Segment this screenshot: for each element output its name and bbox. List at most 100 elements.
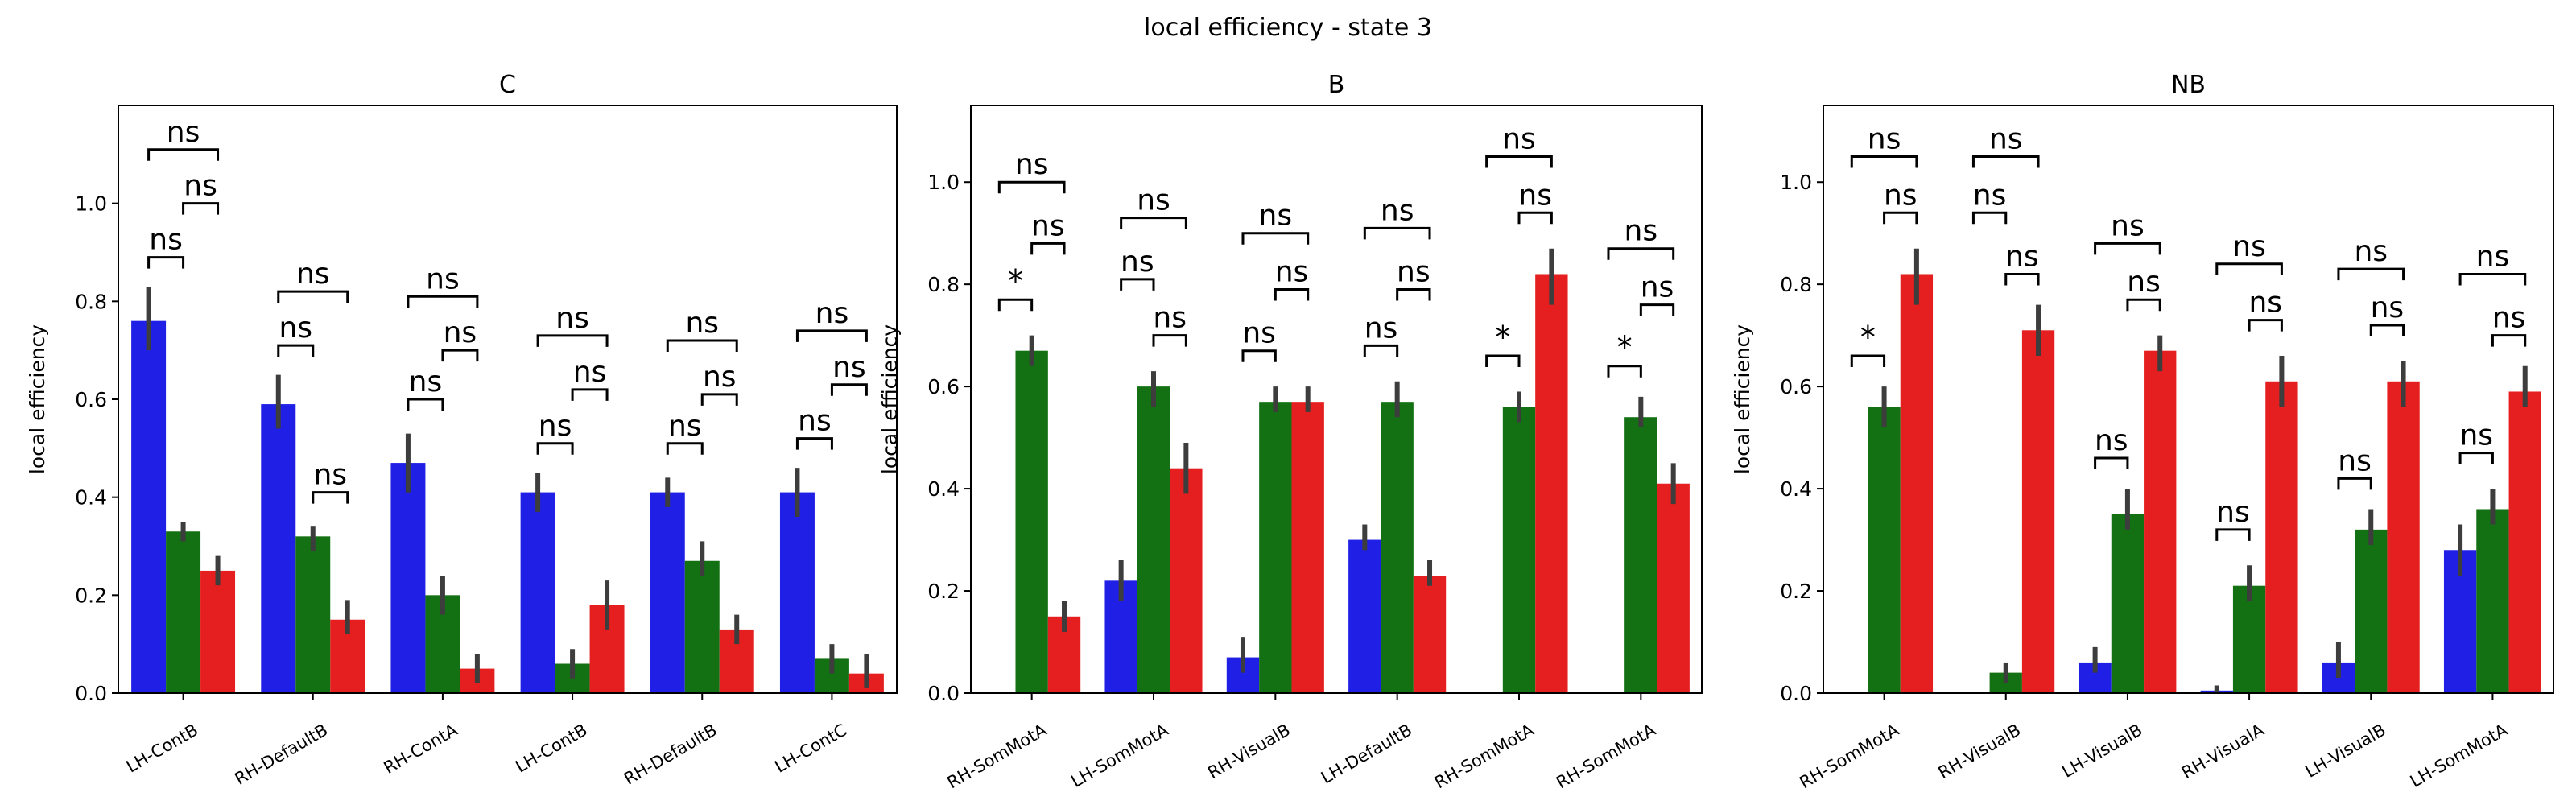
significance-bracket — [147, 148, 220, 161]
significance-label: ns — [832, 351, 866, 384]
axes-frame — [970, 105, 1703, 694]
significance-bracket — [795, 437, 833, 450]
significance-bracket — [2126, 298, 2161, 312]
significance-bracket — [1274, 288, 1310, 301]
significance-bracket — [2369, 324, 2405, 336]
bar — [1291, 402, 1324, 693]
bar — [2144, 350, 2177, 693]
significance-label: ns — [1275, 256, 1309, 289]
bar — [1348, 539, 1381, 693]
significance-label: ns — [313, 459, 347, 492]
significance-label: ns — [1381, 194, 1414, 227]
x-tick-label: RH-VisualB — [1935, 720, 2025, 783]
x-tick-label: LH-VisualB — [2302, 720, 2389, 782]
significance-bracket — [571, 388, 609, 401]
significance-label: ns — [685, 307, 719, 340]
significance-label: ns — [1121, 246, 1154, 279]
significance-bracket — [536, 442, 574, 455]
x-tick-label: LH-SomMotA — [1067, 720, 1172, 791]
significance-label: ns — [409, 365, 443, 398]
significance-bracket — [312, 491, 349, 504]
significance-label: ns — [1397, 256, 1430, 289]
significance-label: ns — [1364, 312, 1398, 345]
significance-label: ns — [1973, 179, 2007, 212]
x-tick-label: RH-SomMotA — [1431, 720, 1538, 792]
significance-bracket — [2491, 334, 2527, 347]
bar — [1259, 402, 1292, 693]
chart-panel-b: 0.00.20.40.60.81.0RH-SomMotA LH-SomMotA RH… — [878, 71, 1703, 792]
x-tick-label: LH-SomMotA — [2407, 720, 2512, 791]
significance-bracket — [666, 442, 704, 455]
significance-bracket — [2004, 272, 2040, 286]
significance-bracket — [2094, 456, 2129, 469]
chart-panel-nb: 0.0 0.2 0.4 0.6 0.8 1.0 RH-SomMotA RH-VisualB LH… — [1731, 71, 2554, 792]
bar — [2111, 514, 2145, 693]
y-tick-label: 1.0 — [75, 192, 107, 216]
y-axis-label: local efficiency — [878, 324, 902, 474]
y-tick-label: 0.0 — [927, 682, 960, 705]
x-tick-label: RH-DefaultB — [231, 720, 331, 789]
significance-bracket — [277, 344, 315, 357]
x-tick-label: LH-ContB — [512, 720, 590, 777]
significance-bracket — [147, 256, 185, 269]
significance-bracket — [407, 398, 444, 411]
bar — [131, 320, 167, 693]
bar — [1502, 407, 1536, 693]
significance-label: ns — [2354, 235, 2388, 268]
x-tick-label: RH-DefaultB — [621, 720, 720, 789]
chart-panel-c: 0.0 0.2 0.4 0.6 0.8 1.0 LH-ContB RH-DefaultB RH-… — [26, 71, 898, 789]
y-tick-label: 0.6 — [1780, 375, 1812, 398]
bar — [2476, 509, 2509, 693]
significance-label: ns — [2459, 419, 2493, 452]
bar — [1170, 468, 1203, 693]
significance-label: ns — [2476, 240, 2510, 273]
significance-bracket — [666, 339, 738, 352]
bar — [2021, 330, 2055, 693]
significance-bracket — [1639, 303, 1675, 316]
x-tick-label: RH-VisualB — [1204, 720, 1294, 783]
significance-bracket — [1152, 334, 1187, 347]
y-axis-label: local efficiency — [1731, 324, 1754, 474]
y-tick-label: 0.4 — [75, 486, 107, 510]
significance-bracket — [1971, 155, 2040, 168]
significance-label: ns — [815, 297, 849, 330]
significance-label: ns — [1259, 200, 1293, 233]
significance-bracket — [407, 295, 479, 308]
y-tick-label: 0.6 — [927, 375, 960, 398]
significance-bracket — [2215, 528, 2251, 541]
significance-bracket — [2094, 242, 2161, 255]
significance-bracket — [1363, 344, 1399, 357]
significance-bracket — [1971, 211, 2008, 225]
significance-label: ns — [1502, 122, 1536, 155]
significance-bracket — [1607, 365, 1642, 378]
significance-bracket — [1396, 288, 1431, 301]
x-tick-label: LH-VisualB — [2058, 720, 2145, 782]
significance-bracket — [1883, 211, 1918, 225]
significance-bracket — [1850, 155, 1918, 168]
y-tick-label: 1.0 — [927, 171, 960, 194]
significance-label: ns — [539, 410, 572, 443]
significance-label: ns — [1137, 184, 1170, 217]
significance-label: ns — [1989, 122, 2023, 155]
significance-bracket — [997, 298, 1034, 312]
bar — [2387, 381, 2420, 693]
axes-frame — [1823, 105, 2554, 694]
significance-label: ns — [1884, 179, 1918, 212]
significance-bracket — [1030, 242, 1066, 255]
significance-bracket — [2248, 319, 2283, 332]
significance-label: ns — [1518, 179, 1552, 212]
bar — [261, 404, 296, 693]
bar — [166, 531, 201, 693]
x-tick-label: LH-ContB — [123, 720, 201, 777]
significance-bracket — [1241, 349, 1277, 362]
significance-label: ns — [296, 258, 330, 291]
significance-bracket — [536, 334, 609, 347]
y-tick-label: 1.0 — [1780, 171, 1812, 194]
significance-label: ns — [444, 316, 477, 349]
significance-label: ns — [2338, 444, 2372, 477]
significance-bracket — [1120, 217, 1187, 229]
significance-bracket — [2458, 452, 2494, 464]
significance-label: ns — [2371, 291, 2405, 324]
significance-label: ns — [668, 410, 702, 443]
